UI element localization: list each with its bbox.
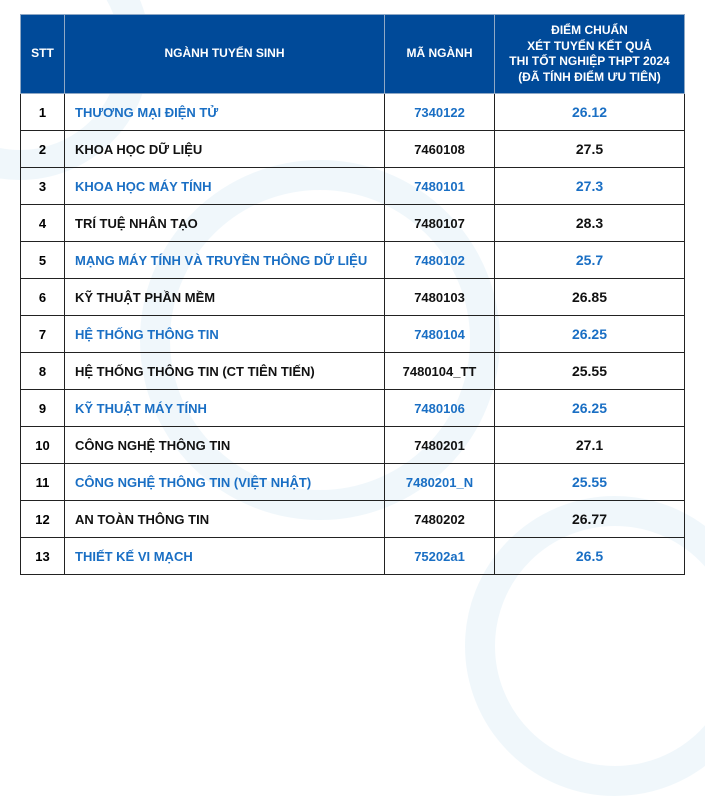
cell-score: 26.5 <box>495 538 685 575</box>
cell-stt: 8 <box>21 353 65 390</box>
cell-stt: 10 <box>21 427 65 464</box>
cell-name: THIẾT KẾ VI MẠCH <box>65 538 385 575</box>
table-container: STT NGÀNH TUYỂN SINH MÃ NGÀNH ĐIỂM CHUẨN… <box>0 0 705 589</box>
cell-score: 26.77 <box>495 501 685 538</box>
cell-name: TRÍ TUỆ NHÂN TẠO <box>65 205 385 242</box>
admission-scores-table: STT NGÀNH TUYỂN SINH MÃ NGÀNH ĐIỂM CHUẨN… <box>20 14 685 575</box>
cell-code: 7480202 <box>385 501 495 538</box>
cell-stt: 1 <box>21 94 65 131</box>
table-row: 13THIẾT KẾ VI MẠCH75202a126.5 <box>21 538 685 575</box>
table-row: 10CÔNG NGHỆ THÔNG TIN748020127.1 <box>21 427 685 464</box>
table-row: 11CÔNG NGHỆ THÔNG TIN (VIỆT NHẬT)7480201… <box>21 464 685 501</box>
cell-code: 7480104 <box>385 316 495 353</box>
cell-code: 7480201 <box>385 427 495 464</box>
cell-stt: 2 <box>21 131 65 168</box>
cell-score: 27.5 <box>495 131 685 168</box>
cell-code: 7480101 <box>385 168 495 205</box>
table-body: 1THƯƠNG MẠI ĐIỆN TỬ734012226.122KHOA HỌC… <box>21 94 685 575</box>
cell-name: KHOA HỌC DỮ LIỆU <box>65 131 385 168</box>
cell-stt: 3 <box>21 168 65 205</box>
table-row: 2KHOA HỌC DỮ LIỆU746010827.5 <box>21 131 685 168</box>
cell-name: CÔNG NGHỆ THÔNG TIN <box>65 427 385 464</box>
cell-code: 7480201_N <box>385 464 495 501</box>
cell-name: CÔNG NGHỆ THÔNG TIN (VIỆT NHẬT) <box>65 464 385 501</box>
col-header-score: ĐIỂM CHUẨNXÉT TUYỂN KẾT QUẢTHI TỐT NGHIỆ… <box>495 15 685 94</box>
cell-score: 25.55 <box>495 464 685 501</box>
cell-code: 7480103 <box>385 279 495 316</box>
table-row: 6KỸ THUẬT PHẦN MỀM748010326.85 <box>21 279 685 316</box>
cell-stt: 6 <box>21 279 65 316</box>
cell-code: 7480107 <box>385 205 495 242</box>
cell-code: 7480102 <box>385 242 495 279</box>
table-row: 5MẠNG MÁY TÍNH VÀ TRUYỀN THÔNG DỮ LIỆU74… <box>21 242 685 279</box>
table-row: 12AN TOÀN THÔNG TIN748020226.77 <box>21 501 685 538</box>
cell-stt: 11 <box>21 464 65 501</box>
cell-name: HỆ THỐNG THÔNG TIN <box>65 316 385 353</box>
table-header: STT NGÀNH TUYỂN SINH MÃ NGÀNH ĐIỂM CHUẨN… <box>21 15 685 94</box>
cell-stt: 12 <box>21 501 65 538</box>
cell-score: 26.12 <box>495 94 685 131</box>
cell-score: 26.25 <box>495 390 685 427</box>
col-header-name: NGÀNH TUYỂN SINH <box>65 15 385 94</box>
cell-name: KHOA HỌC MÁY TÍNH <box>65 168 385 205</box>
cell-name: HỆ THỐNG THÔNG TIN (CT TIÊN TIẾN) <box>65 353 385 390</box>
cell-name: AN TOÀN THÔNG TIN <box>65 501 385 538</box>
cell-code: 7460108 <box>385 131 495 168</box>
table-row: 7HỆ THỐNG THÔNG TIN748010426.25 <box>21 316 685 353</box>
cell-score: 25.7 <box>495 242 685 279</box>
cell-score: 27.3 <box>495 168 685 205</box>
col-header-stt: STT <box>21 15 65 94</box>
cell-score: 26.25 <box>495 316 685 353</box>
table-row: 9KỸ THUẬT MÁY TÍNH748010626.25 <box>21 390 685 427</box>
table-row: 4TRÍ TUỆ NHÂN TẠO748010728.3 <box>21 205 685 242</box>
cell-stt: 7 <box>21 316 65 353</box>
cell-code: 7340122 <box>385 94 495 131</box>
cell-name: THƯƠNG MẠI ĐIỆN TỬ <box>65 94 385 131</box>
cell-code: 7480104_TT <box>385 353 495 390</box>
table-row: 8HỆ THỐNG THÔNG TIN (CT TIÊN TIẾN)748010… <box>21 353 685 390</box>
cell-stt: 5 <box>21 242 65 279</box>
cell-name: KỸ THUẬT MÁY TÍNH <box>65 390 385 427</box>
cell-stt: 9 <box>21 390 65 427</box>
cell-stt: 13 <box>21 538 65 575</box>
table-row: 3KHOA HỌC MÁY TÍNH748010127.3 <box>21 168 685 205</box>
cell-name: MẠNG MÁY TÍNH VÀ TRUYỀN THÔNG DỮ LIỆU <box>65 242 385 279</box>
cell-score: 28.3 <box>495 205 685 242</box>
cell-code: 75202a1 <box>385 538 495 575</box>
cell-stt: 4 <box>21 205 65 242</box>
cell-name: KỸ THUẬT PHẦN MỀM <box>65 279 385 316</box>
cell-score: 25.55 <box>495 353 685 390</box>
cell-score: 27.1 <box>495 427 685 464</box>
cell-code: 7480106 <box>385 390 495 427</box>
cell-score: 26.85 <box>495 279 685 316</box>
col-header-code: MÃ NGÀNH <box>385 15 495 94</box>
table-row: 1THƯƠNG MẠI ĐIỆN TỬ734012226.12 <box>21 94 685 131</box>
